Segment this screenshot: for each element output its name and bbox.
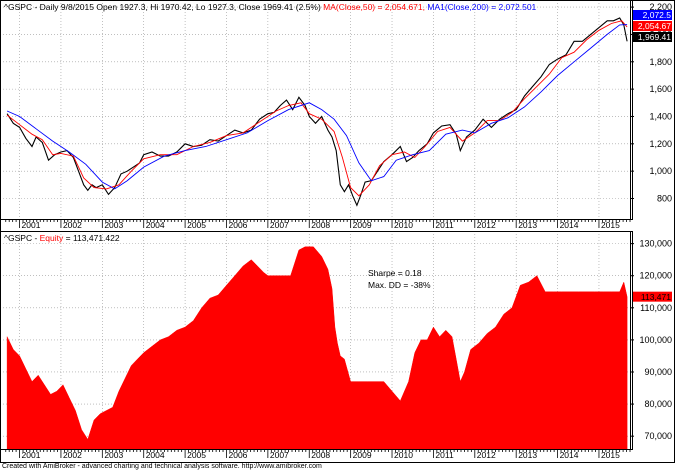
max-dd-annotation: Max. DD = -38% [368,280,431,290]
y-tick-label: 110,000 [640,303,672,313]
title-part: ^GSPC - Daily 9/8/2015 Open 1927.3, Hi 1… [4,2,323,12]
price-chart-title: ^GSPC - Daily 9/8/2015 Open 1927.3, Hi 1… [4,2,537,12]
y-tick-label: 1,600 [649,84,672,94]
y-tick-label: 120,000 [639,271,672,281]
y-tick-label: 130,000 [639,239,672,249]
value-badge [633,32,672,42]
y-tick-label: 100,000 [639,335,672,345]
value-badge-label: 113,471 [641,292,671,302]
x-tick-label: 2004 [146,220,165,230]
value-badge-label: 1,969.41 [638,32,671,42]
value-badge [633,21,672,31]
x-tick-label: 2008 [311,450,330,460]
x-tick-label: 2009 [353,220,372,230]
y-tick-label: 1,000 [649,166,672,176]
value-badge [633,291,672,302]
price-series-line [6,17,628,207]
y-tick-label: 1,800 [649,57,672,67]
value-badge [633,10,672,20]
x-tick-label: 2011 [435,450,454,460]
x-tick-label: 2002 [63,450,82,460]
equity-panel: 70,000 80,000 90,000 100,000 110,000 120,000 1… [0,231,672,460]
title-part: MA(Close,50) = 2,054.671, [323,2,427,12]
y-tick-label: 70,000 [644,431,672,441]
x-tick-label: 2012 [477,220,496,230]
x-tick-label: 2007 [270,220,289,230]
equity-area [6,246,628,450]
y-tick-label: 800 [657,193,672,203]
x-tick-label: 2001 [22,220,41,230]
x-tick-label: 2005 [187,450,206,460]
x-tick-label: 2010 [394,450,413,460]
x-tick-label: 2012 [477,450,496,460]
ma200-series-line [6,24,628,190]
y-tick-label: 2,200 [649,2,672,12]
x-tick-label: 2008 [311,220,330,230]
x-tick-label: 2015 [601,450,620,460]
y-tick-label: 1,200 [649,139,672,149]
equity-chart-title: ^GSPC - Equity = 113,471.422 [4,233,120,243]
x-tick-label: 2003 [104,450,123,460]
x-tick-label: 2015 [601,220,620,230]
y-tick-label: 80,000 [644,399,672,409]
x-tick-label: 2014 [560,450,579,460]
ma50-series-line [6,20,628,197]
x-tick-label: 2014 [560,220,579,230]
x-tick-label: 2005 [187,220,206,230]
footer-credit: Created with AmiBroker - advanced charti… [2,463,322,470]
x-tick-label: 2003 [104,220,123,230]
x-tick-label: 2006 [228,450,247,460]
x-tick-label: 2006 [228,220,247,230]
x-tick-label: 2007 [270,450,289,460]
title-part: ^GSPC - [4,233,40,243]
x-tick-label: 2002 [63,220,82,230]
value-badge-label: 2,072.5 [643,10,672,20]
x-tick-label: 2004 [146,450,165,460]
x-tick-label: 2013 [518,450,537,460]
x-tick-label: 2010 [394,220,413,230]
x-tick-label: 2011 [435,220,454,230]
title-part: MA1(Close,200) = 2,072.501 [427,2,536,12]
x-tick-label: 2001 [22,450,41,460]
x-tick-label: 2009 [353,450,372,460]
y-tick-label: 1,400 [649,111,672,121]
title-part: Equity [40,233,64,243]
x-tick-label: 2013 [518,220,537,230]
title-part: = 113,471.422 [63,233,120,243]
sharpe-annotation: Sharpe = 0.18 [368,268,422,278]
y-tick-label: 90,000 [644,367,672,377]
price-panel: 8001,0001,2001,4001,6001,8002,0002,2002,… [0,0,672,230]
value-badge-label: 2,054.67 [638,21,671,31]
